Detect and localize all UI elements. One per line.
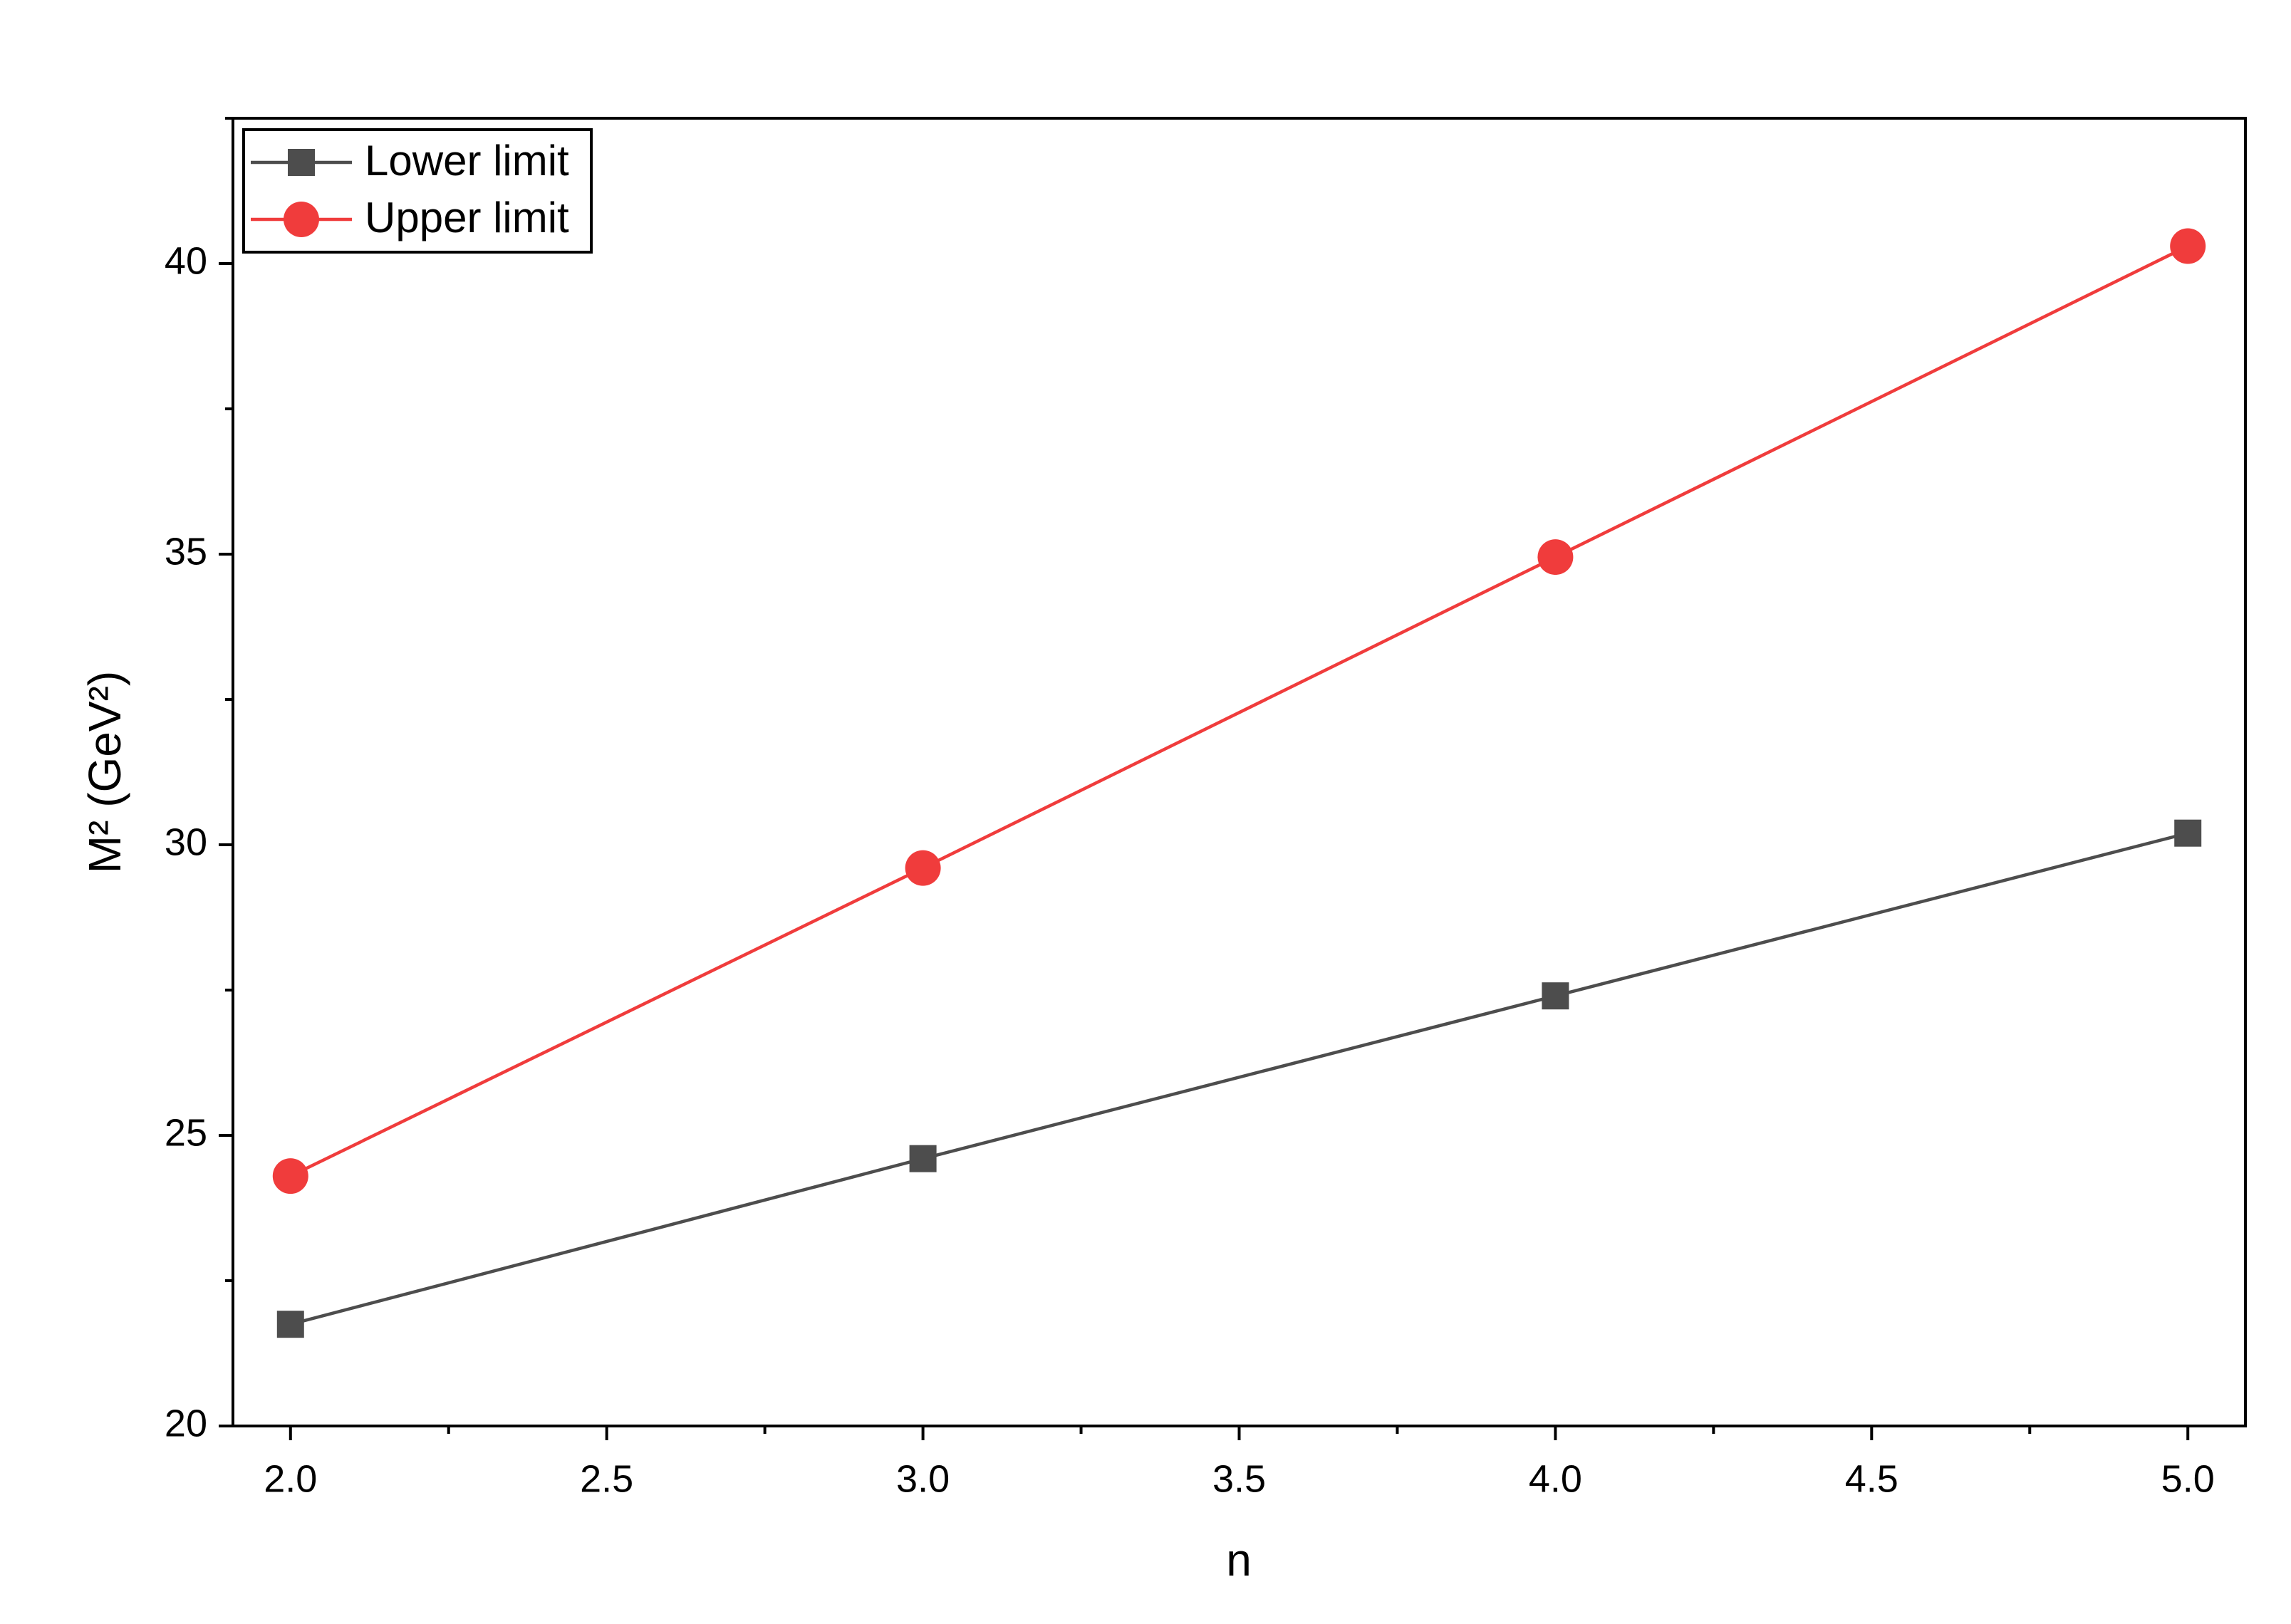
x-tick-label: 3.5	[1212, 1457, 1266, 1500]
x-tick-label: 2.5	[580, 1457, 633, 1500]
x-axis-label: n	[1226, 1534, 1252, 1586]
marker	[2170, 228, 2206, 264]
marker	[272, 1158, 308, 1194]
series-line	[289, 244, 2189, 1178]
legend-label: Upper limit	[365, 194, 569, 241]
marker	[909, 1145, 937, 1172]
legend-marker	[288, 149, 315, 176]
y-tick-label: 30	[165, 821, 207, 863]
y-axis-label: M² (GeV²)	[79, 671, 130, 873]
legend-marker	[284, 202, 319, 237]
marker	[276, 1311, 304, 1338]
x-tick-label: 4.0	[1529, 1457, 1582, 1500]
x-tick-label: 5.0	[2161, 1457, 2215, 1500]
marker	[1537, 539, 1574, 576]
x-tick-label: 2.0	[264, 1457, 317, 1500]
y-tick-label: 25	[165, 1111, 207, 1154]
x-tick-label: 3.0	[896, 1457, 950, 1500]
x-tick-label: 4.5	[1845, 1457, 1898, 1500]
y-tick-label: 40	[165, 239, 207, 282]
marker	[1542, 982, 1569, 1010]
y-tick-label: 35	[165, 530, 207, 573]
series-line	[290, 831, 2188, 1326]
marker	[2174, 819, 2202, 847]
marker	[905, 850, 941, 886]
legend-label: Lower limit	[365, 137, 569, 184]
y-tick-label: 20	[165, 1402, 207, 1445]
